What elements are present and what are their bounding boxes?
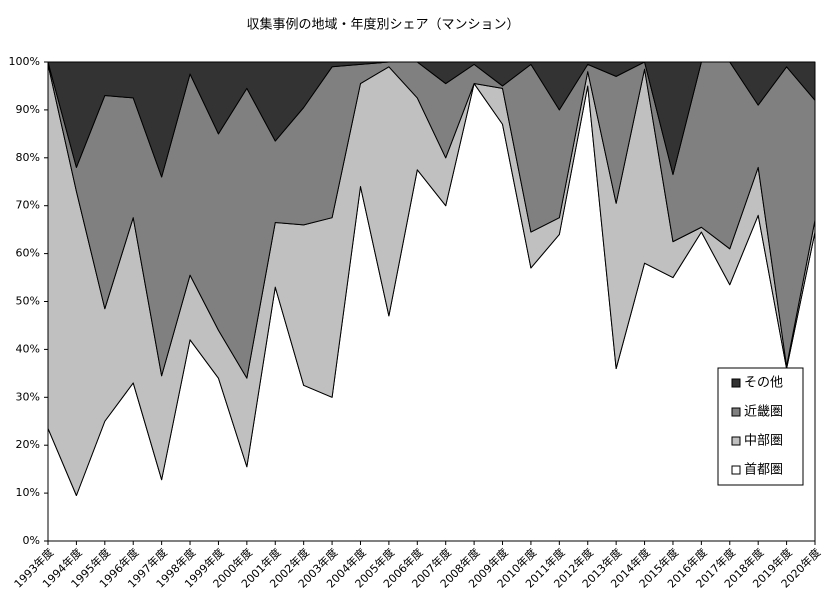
chart-title: 収集事例の地域・年度別シェア（マンション） <box>246 17 519 33</box>
y-tick-label: 20% <box>16 438 40 451</box>
y-tick-label: 30% <box>16 390 40 403</box>
y-tick-label: 70% <box>16 199 40 212</box>
y-tick-label: 90% <box>16 103 40 116</box>
legend-swatch <box>731 465 741 475</box>
y-tick-label: 100% <box>9 55 40 68</box>
y-tick-label: 10% <box>16 486 40 499</box>
legend-swatch <box>731 436 741 446</box>
y-tick-label: 0% <box>23 534 40 547</box>
legend-label: 近畿圏 <box>744 405 783 420</box>
y-tick-label: 60% <box>16 247 40 260</box>
legend-swatch <box>731 378 741 388</box>
legend-label: その他 <box>744 376 783 391</box>
y-tick-label: 40% <box>16 342 40 355</box>
area <box>47 61 816 178</box>
y-tick-label: 50% <box>16 295 40 308</box>
y-tick-label: 80% <box>16 151 40 164</box>
legend-label: 首都圏 <box>744 463 783 478</box>
legend-swatch <box>731 407 741 417</box>
legend-label: 中部圏 <box>744 434 783 449</box>
